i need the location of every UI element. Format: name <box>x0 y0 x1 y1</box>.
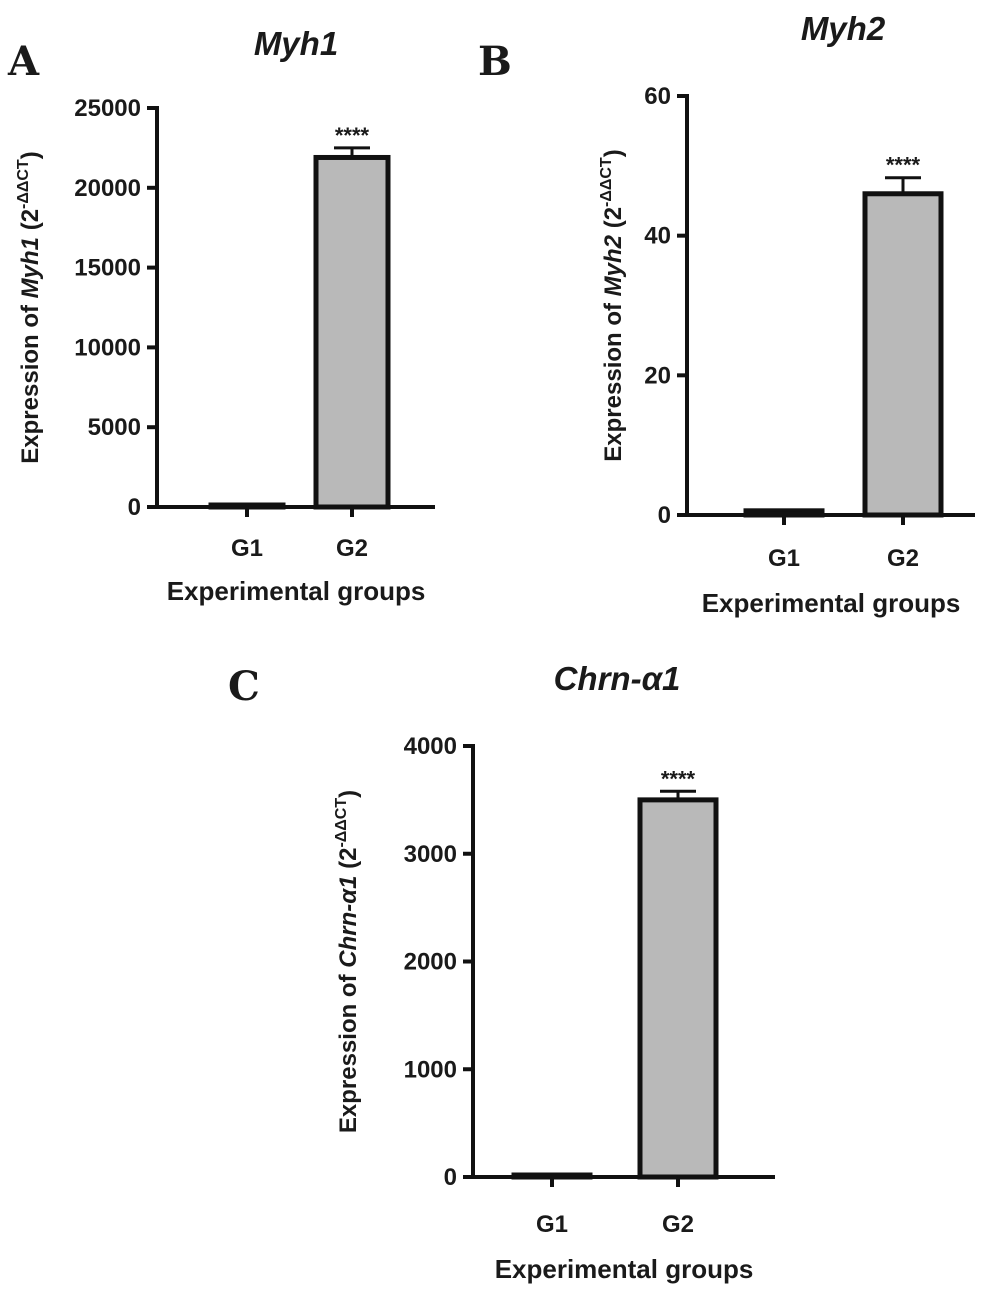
y-axis-label-prefix: Expression of <box>17 298 44 463</box>
y-axis-label-gene: Chrn-α1 <box>335 876 362 968</box>
y-axis-label-base: (2 <box>335 848 362 876</box>
y-axis-label-base: (2 <box>17 209 44 237</box>
y-axis-label-exponent: -ΔΔCT <box>333 798 350 848</box>
y-tick-label: 3000 <box>404 841 457 868</box>
y-tick-label: 20000 <box>74 175 141 202</box>
panel-b: B Myh2 0 20 40 60 G1 **** G2 Experimental groups E… <box>478 10 975 618</box>
x-tick-label: G1 <box>536 1211 568 1238</box>
y-axis-label-close: ) <box>335 790 362 798</box>
panel-letter: A <box>7 38 40 85</box>
y-tick-label: 2000 <box>404 949 457 976</box>
chart-title: Chrn-α1 <box>554 660 681 697</box>
y-axis-label: Expression of Myh1 (2-ΔΔCT) <box>15 151 44 463</box>
y-tick-label: 0 <box>444 1164 457 1191</box>
bar-g2 <box>637 797 719 1180</box>
y-axis-label-gene: Myh1 <box>17 237 44 298</box>
bar-g1 <box>511 1172 593 1180</box>
significance-label: **** <box>661 766 696 791</box>
panel-c: C Chrn-α1 0 1000 2000 3000 4000 G1 **** G2 Experim… <box>228 660 775 1284</box>
y-axis-label-exponent: -ΔΔCT <box>15 159 32 209</box>
x-tick-label: G1 <box>768 545 800 572</box>
panel-letter: B <box>478 38 512 85</box>
y-tick-label: 60 <box>644 83 671 110</box>
y-axis-label: Expression of Chrn-α1 (2-ΔΔCT) <box>333 790 362 1133</box>
y-axis-label-prefix: Expression of <box>600 296 627 461</box>
chart-title: Myh1 <box>254 25 338 62</box>
y-tick-label: 0 <box>658 502 671 529</box>
bar-g2 <box>862 191 944 518</box>
y-tick-label: 40 <box>644 223 671 250</box>
y-tick-label: 1000 <box>404 1056 457 1083</box>
y-tick-label: 10000 <box>74 334 141 361</box>
y-axis-label: Expression of Myh2 (2-ΔΔCT) <box>598 149 627 461</box>
x-axis-label: Experimental groups <box>702 588 961 618</box>
y-axis-label-base: (2 <box>600 207 627 235</box>
chart-title: Myh2 <box>801 10 886 47</box>
x-tick-label: G2 <box>887 545 919 572</box>
y-tick-label: 4000 <box>404 733 457 760</box>
x-tick-label: G2 <box>336 535 368 562</box>
y-tick-label: 15000 <box>74 255 141 282</box>
y-tick-label: 25000 <box>74 95 141 122</box>
y-axis-label-close: ) <box>600 149 627 157</box>
panel-a: A Myh1 0 5000 10000 15000 20000 25000 G1 **** G2 Ex… <box>7 25 435 606</box>
y-axis-label-gene: Myh2 <box>600 234 627 296</box>
significance-label: **** <box>886 153 921 178</box>
panel-letter: C <box>228 663 260 710</box>
y-tick-label: 20 <box>644 362 671 389</box>
bar-g1 <box>208 502 286 510</box>
x-tick-label: G2 <box>662 1211 694 1238</box>
y-axis-label-exponent: -ΔΔCT <box>598 157 615 207</box>
y-tick-label: 5000 <box>88 414 141 441</box>
y-tick-label: 0 <box>128 494 141 521</box>
y-axis-label-prefix: Expression of <box>335 968 362 1133</box>
x-axis-label: Experimental groups <box>495 1254 754 1284</box>
bar-g2 <box>313 154 391 510</box>
y-axis-label-close: ) <box>17 151 44 159</box>
x-axis-label: Experimental groups <box>167 576 426 606</box>
significance-label: **** <box>335 123 370 148</box>
x-tick-label: G1 <box>231 535 263 562</box>
